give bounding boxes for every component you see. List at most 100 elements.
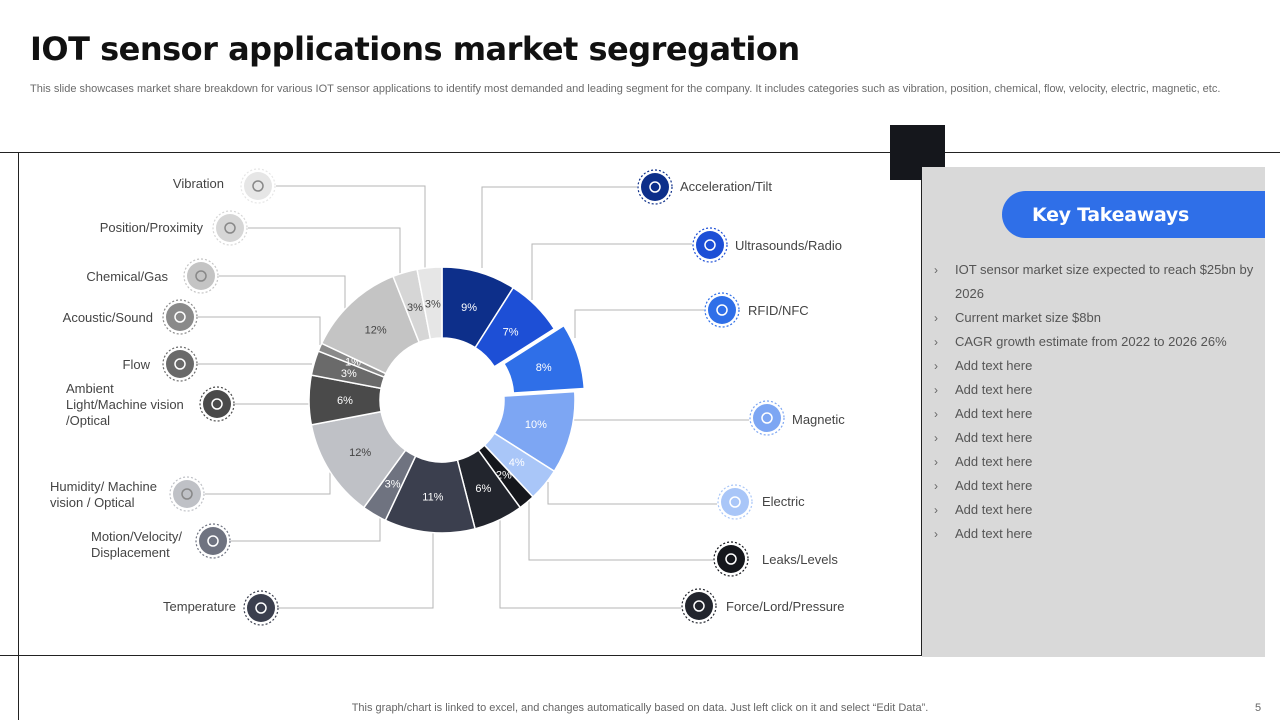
- takeaway-text: Add text here: [955, 526, 1033, 541]
- chevron-right-icon: ›: [934, 311, 938, 325]
- r-and-d-bulb-icon: [637, 169, 673, 205]
- category-label: Force/Lord/Pressure: [726, 599, 845, 614]
- key-takeaways-heading: Key Takeaways: [1002, 191, 1265, 238]
- frame-left-line: [18, 656, 19, 720]
- chevron-right-icon: ›: [934, 455, 938, 469]
- magnet-people-icon: [749, 400, 785, 436]
- slice-value-label: 8%: [536, 362, 552, 374]
- slice-value-label: 6%: [475, 483, 491, 495]
- category-label: Ambient Light/Machine vision/Optical: [66, 381, 184, 428]
- takeaway-text: Add text here: [955, 406, 1033, 421]
- slice-value-label: 4%: [509, 457, 525, 469]
- slice-value-label: 10%: [525, 419, 547, 431]
- takeaway-text: Add text here: [955, 358, 1033, 373]
- leader-line: [231, 505, 381, 542]
- slice-value-label: 9%: [461, 302, 477, 314]
- takeaway-item: › Add text here: [934, 402, 1254, 426]
- takeaway-text: Add text here: [955, 502, 1033, 517]
- monitor-icon: [692, 227, 728, 263]
- slice-value-label: 7%: [503, 326, 519, 338]
- donut-slice: [416, 266, 443, 340]
- hand-icon: [195, 523, 231, 559]
- battery-icon: [713, 541, 749, 577]
- slice-value-label: 11%: [422, 492, 443, 504]
- chevron-right-icon: ›: [934, 359, 938, 373]
- frame-bottom-stub: [0, 655, 20, 656]
- takeaway-item: › Current market size $8bn: [934, 306, 1254, 330]
- takeaway-text: IOT sensor market size expected to reach…: [955, 262, 1254, 301]
- takeaway-item: › Add text here: [934, 474, 1254, 498]
- category-label: Acoustic/Sound: [63, 310, 153, 325]
- leader-line: [499, 520, 681, 609]
- page-title: IOT sensor applications market segregati…: [30, 30, 800, 68]
- takeaway-item: › Add text here: [934, 378, 1254, 402]
- takeaway-item: › IOT sensor market size expected to reac…: [934, 258, 1254, 306]
- chevron-right-icon: ›: [934, 503, 938, 517]
- takeaway-item: › Add text here: [934, 522, 1254, 546]
- page-number: 5: [1255, 702, 1262, 714]
- takeaway-item: › Add text here: [934, 450, 1254, 474]
- takeaway-item: › Add text here: [934, 426, 1254, 450]
- chevron-right-icon: ›: [934, 431, 938, 445]
- chevron-right-icon: ›: [934, 335, 938, 349]
- takeaway-text: Add text here: [955, 454, 1033, 469]
- waveform-icon: [240, 168, 276, 204]
- speaker-icon: [162, 299, 198, 335]
- leader-line: [248, 227, 401, 278]
- leader-line: [205, 468, 331, 495]
- leader-line: [574, 309, 704, 338]
- bottle-icon: [183, 258, 219, 294]
- faucet-icon: [162, 346, 198, 382]
- leader-line: [531, 243, 692, 300]
- category-label: Humidity/ Machine vision / Optical: [50, 479, 157, 510]
- takeaways-panel: [922, 167, 1265, 657]
- page-subtitle: This slide showcases market share breakd…: [30, 83, 1221, 95]
- pressure-gauge-icon: [681, 588, 717, 624]
- takeaways-list: › IOT sensor market size expected to reac…: [934, 258, 1254, 546]
- rfid-card-icon: [704, 292, 740, 328]
- leader-line: [276, 185, 426, 268]
- category-label: Temperature: [163, 599, 236, 614]
- water-drop-icon: [169, 476, 205, 512]
- slice-value-label: 12%: [365, 324, 387, 336]
- category-label: Acceleration/Tilt: [680, 179, 772, 194]
- chevron-right-icon: ›: [934, 479, 938, 493]
- eye-search-icon: [199, 386, 235, 422]
- takeaway-item: › Add text here: [934, 354, 1254, 378]
- chevron-right-icon: ›: [934, 407, 938, 421]
- category-label: Position/Proximity: [100, 220, 204, 235]
- leader-line: [547, 482, 717, 505]
- category-label: Motion/Velocity/Displacement: [91, 529, 182, 560]
- leader-line: [481, 186, 637, 268]
- leader-line: [528, 498, 713, 561]
- category-label: Magnetic: [792, 412, 845, 427]
- chevron-right-icon: ›: [934, 383, 938, 397]
- thermometer-icon: [243, 590, 279, 626]
- category-label: Chemical/Gas: [86, 269, 168, 284]
- category-label: Vibration: [173, 176, 224, 191]
- takeaway-text: Current market size $8bn: [955, 310, 1101, 325]
- category-label: Leaks/Levels: [762, 552, 838, 567]
- chart-frame: [18, 152, 922, 656]
- slice-value-label: 3%: [341, 368, 357, 380]
- takeaway-text: Add text here: [955, 430, 1033, 445]
- takeaway-text: Add text here: [955, 382, 1033, 397]
- leader-line: [198, 316, 321, 345]
- takeaway-item: › CAGR growth estimate from 2022 to 2026 …: [934, 330, 1254, 354]
- leader-line: [279, 530, 434, 609]
- footer-note: This graph/chart is linked to excel, and…: [351, 702, 929, 714]
- slice-value-label: 6%: [337, 395, 353, 407]
- slice-value-label: 3%: [407, 302, 423, 314]
- leader-line: [219, 275, 346, 310]
- chevron-right-icon: ›: [934, 527, 938, 541]
- electric-plug-icon: [717, 484, 753, 520]
- donut-slice: [502, 324, 586, 394]
- takeaway-item: › Add text here: [934, 498, 1254, 522]
- slice-value-label: 3%: [385, 478, 401, 490]
- slice-value-label: 3%: [425, 298, 441, 310]
- category-label: Ultrasounds/Radio: [735, 238, 842, 253]
- takeaway-text: CAGR growth estimate from 2022 to 2026 2…: [955, 334, 1227, 349]
- slice-value-label: 12%: [349, 447, 371, 459]
- chevron-right-icon: ›: [934, 263, 938, 277]
- donut-slice: [474, 286, 556, 368]
